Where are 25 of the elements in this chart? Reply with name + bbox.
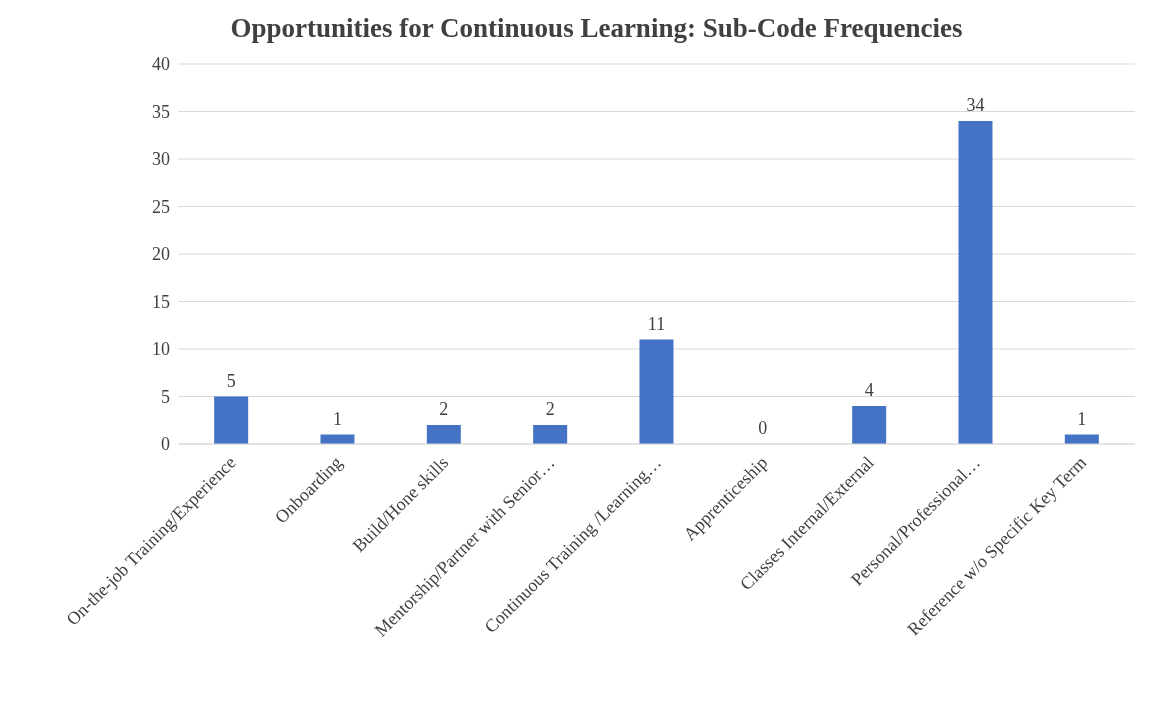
- bar: [533, 425, 568, 444]
- data-label: 1: [332, 408, 342, 429]
- y-tick-label: 25: [152, 196, 170, 217]
- y-tick-label: 20: [152, 244, 170, 265]
- data-label: 5: [226, 370, 236, 391]
- bar: [852, 406, 887, 444]
- bar: [214, 396, 249, 444]
- data-label: 2: [545, 399, 555, 419]
- y-tick-label: 30: [152, 149, 170, 170]
- data-label: 1: [1077, 408, 1087, 429]
- y-tick-label: 35: [152, 101, 170, 122]
- data-label: 4: [864, 380, 874, 400]
- y-tick-label: 15: [152, 291, 170, 312]
- bar: [426, 425, 461, 444]
- y-tick-label: 5: [161, 386, 170, 407]
- y-tick-label: 0: [161, 434, 170, 455]
- data-label: 11: [647, 313, 666, 334]
- y-tick-label: 40: [152, 54, 170, 75]
- data-label: 2: [439, 399, 449, 419]
- data-label: 34: [966, 95, 985, 115]
- bar: [958, 121, 993, 444]
- chart-title: Opportunities for Continuous Learning: Sub-Code Frequencies: [229, 12, 964, 45]
- y-tick-label: 10: [152, 339, 170, 360]
- data-label: 0: [758, 418, 768, 438]
- bar: [639, 339, 674, 444]
